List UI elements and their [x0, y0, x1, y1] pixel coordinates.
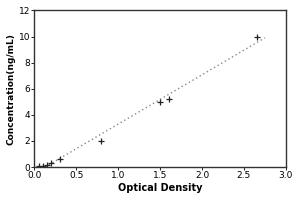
X-axis label: Optical Density: Optical Density: [118, 183, 202, 193]
Y-axis label: Concentration(ng/mL): Concentration(ng/mL): [7, 33, 16, 145]
